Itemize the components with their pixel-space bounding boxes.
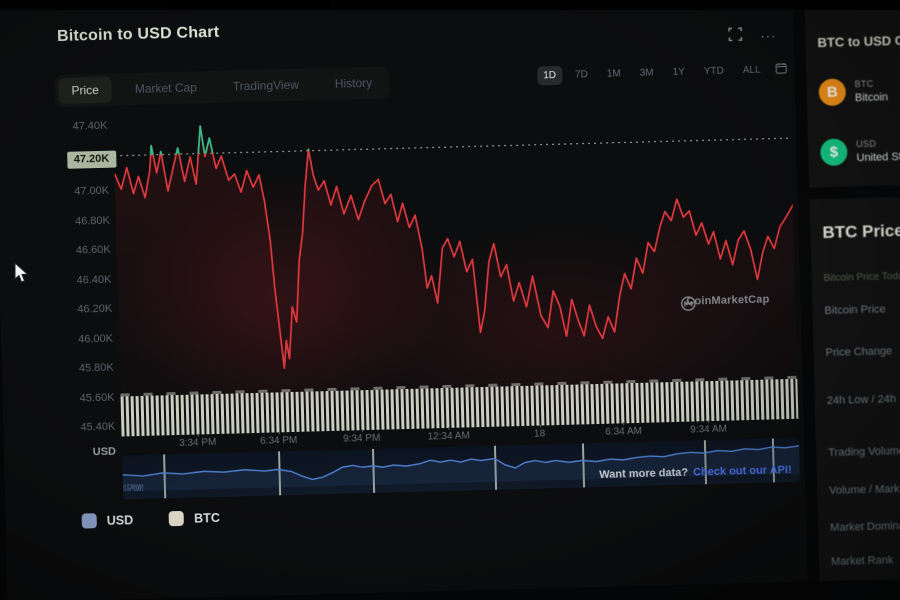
range-7d[interactable]: 7D [574,69,589,81]
stat-row-market-rank: Market Rank [830,554,894,568]
stat-row-trading-volume: Trading Volume [828,444,900,459]
coinmarketcap-watermark: CoinMarketCap [680,293,770,311]
tab-price[interactable]: Price [58,76,113,105]
page-title: Bitcoin to USD Chart [56,23,220,46]
y-tick: 45.80K [78,361,114,375]
stats-section-label: Bitcoin Price Toda [823,270,900,285]
converter-row-usd[interactable]: $ USD United St [820,137,900,167]
legend-label-btc: BTC [193,510,221,526]
asset-name: Bitcoin [854,91,889,105]
y-tick: 45.60K [79,391,115,405]
right-sidebar: BTC to USD Co B BTC Bitcoin $ USD United… [803,0,900,582]
x-tick: 3:34 PM [179,437,217,449]
stat-row-volume-marketcap: Volume / Mark [829,483,900,497]
y-axis-unit: USD [92,445,117,459]
range-ytd[interactable]: YTD [703,65,725,78]
y-tick: 47.00K [74,184,110,198]
api-cta-text: Want more data? [599,466,689,481]
stats-title: BTC Price [822,220,900,243]
y-tick: 47.40K [72,119,108,133]
y-tick: 45.40K [80,420,116,434]
y-tick: 46.60K [75,243,111,257]
screen-bezel [0,0,900,10]
x-tick: 9:34 PM [342,432,381,445]
sidebar-section-divider [809,184,900,200]
range-1d[interactable]: 1D [537,65,563,86]
asset-symbol: USD [856,138,877,150]
y-tick: 46.00K [77,332,114,346]
stat-row-bitcoin-price: Bitcoin Price [824,303,886,318]
legend-item-btc[interactable]: BTC [168,510,221,527]
btc-checkbox[interactable] [168,510,185,527]
more-options-icon[interactable]: ··· [760,27,777,44]
watermark-label: CoinMarketCap [686,293,770,308]
legend-item-usd[interactable]: USD [81,512,134,529]
y-axis: 47.40K 47.20K 47.00K 46.80K 46.60K 46.40… [23,119,117,435]
stat-row-price-change: Price Change [825,345,893,360]
converter-title: BTC to USD Co [817,32,900,51]
x-tick: 9:34 AM [690,423,728,436]
navigator-line-svg [122,445,800,492]
calendar-icon[interactable] [775,60,788,78]
fullscreen-icon[interactable] [728,27,743,46]
y-tick: 46.20K [77,302,113,316]
range-selector: 1D 7D 1M 3M 1Y YTD ALL LOG [537,59,830,86]
range-all[interactable]: ALL [742,64,761,77]
api-cta-link[interactable]: Check out our API! [692,463,792,479]
tab-tradingview[interactable]: TradingView [232,77,300,94]
range-1m[interactable]: 1M [606,68,621,80]
asset-symbol: BTC [854,78,874,90]
tab-history[interactable]: History [334,75,373,91]
range-3m[interactable]: 3M [639,67,654,79]
mouse-cursor [14,261,30,289]
y-tick: 46.80K [74,214,111,228]
current-price-badge: 47.20K [66,150,117,169]
x-tick: 12:34 AM [427,430,470,443]
legend-label-usd: USD [106,512,134,528]
range-1y[interactable]: 1Y [672,66,686,78]
converter-row-btc[interactable]: B BTC Bitcoin [818,77,889,107]
series-legend: USD BTC [81,510,221,529]
tab-market-cap[interactable]: Market Cap [134,80,198,97]
stat-row-24h-low-high: 24h Low / 24h [826,393,897,408]
price-chart[interactable]: CoinMarketCap [113,97,799,437]
chart-navigator[interactable]: 3:34 PM 6:34 PM 9:34 PM 12:34 AM Want mo… [122,437,800,500]
chart-tabs: Price Market Cap TradingView History [54,66,390,108]
asset-name: United St [856,150,900,165]
stat-row-market-dominance: Market Domina [830,520,900,534]
bitcoin-icon: B [818,78,847,107]
x-tick: 6:34 AM [605,425,643,438]
x-tick: 18 [533,428,546,440]
y-tick: 46.40K [76,273,112,287]
x-tick: 6:34 PM [259,434,298,447]
usd-icon: $ [820,138,848,167]
usd-checkbox[interactable] [81,513,97,529]
